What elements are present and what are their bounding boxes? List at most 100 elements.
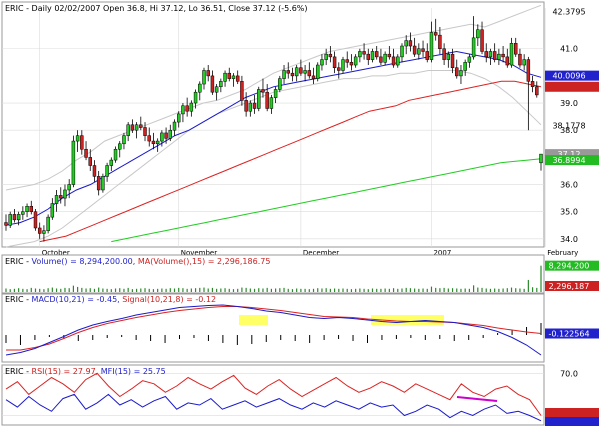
- candle-body: [379, 56, 383, 63]
- candle-body: [408, 40, 413, 47]
- candle-body: [539, 153, 543, 164]
- candle-body: [429, 32, 434, 60]
- candle-body: [446, 53, 451, 60]
- rsi-panel: 70.030.0 ERIC - RSI(15) = 27.97, MFI(15)…: [1, 364, 599, 426]
- price-panel-frame: [1, 1, 545, 248]
- macd-axis: -0.122564: [545, 328, 599, 339]
- candle-body: [383, 53, 387, 63]
- candle-body: [50, 203, 55, 218]
- candle-body: [387, 53, 392, 58]
- date-label: November: [181, 249, 218, 257]
- volume-label: Volume() = 8,294,200.00,: [32, 257, 136, 266]
- candle-body: [400, 45, 404, 58]
- candle-body: [484, 51, 488, 58]
- rsi-line: [5, 372, 542, 416]
- divergence-line: [456, 396, 498, 402]
- candle-body: [193, 91, 198, 104]
- candles: [4, 16, 543, 242]
- candle-body: [105, 165, 109, 177]
- macd-panel: -0.122564 ERIC - MACD(10,21) = -0.45, Si…: [1, 293, 599, 363]
- candle-body: [206, 70, 210, 77]
- volume-ticker: ERIC: [5, 257, 24, 266]
- candle-body: [113, 148, 118, 161]
- candle-body: [235, 75, 240, 82]
- candle-body: [497, 53, 501, 60]
- candle-body: [96, 176, 101, 191]
- macd-line: [5, 304, 542, 356]
- volume-bars: [5, 265, 542, 292]
- volume-tag: [545, 260, 599, 271]
- candle-body: [198, 83, 202, 93]
- candle-body: [92, 165, 97, 177]
- price-tag-label: 40.0096: [552, 72, 585, 81]
- rsi-tag: [545, 408, 599, 417]
- candle-body: [455, 67, 459, 77]
- candle-body: [412, 45, 417, 55]
- candle-body: [231, 75, 236, 79]
- candle-body: [139, 124, 143, 128]
- candle-body: [210, 75, 215, 93]
- macd-highlight: [371, 315, 444, 325]
- candle-body: [324, 53, 328, 60]
- volume-panel: 8,294,200 2,296,187 ERIC - Volume() = 8,2…: [1, 254, 599, 294]
- candle-body: [130, 124, 135, 131]
- candle-body: [63, 189, 67, 199]
- candle-body: [265, 91, 269, 109]
- candle-body: [535, 86, 539, 96]
- macd-header: ERIC - MACD(10,21) = -0.45, Signal(10,21…: [5, 295, 216, 304]
- volume-ma-tag: [545, 281, 599, 291]
- candle-body: [370, 51, 375, 60]
- candle-body: [257, 89, 261, 109]
- candle-body: [84, 148, 88, 158]
- price-grid: [2, 48, 544, 240]
- price-header: ERIC - Daily 02/02/2007 Open 36.8, Hi 37…: [5, 4, 308, 13]
- candle-body: [25, 206, 29, 212]
- volume-ma-label: MA(Volume(),15) = 2,296,186.75: [138, 257, 271, 266]
- candle-body: [269, 97, 274, 109]
- candle-body: [273, 89, 278, 98]
- price-panel: ERIC - Daily 02/02/2007 Open 36.8, Hi 37…: [1, 1, 599, 257]
- candle-body: [417, 48, 421, 55]
- candle-body: [307, 70, 312, 77]
- candle-body: [471, 37, 476, 58]
- macd-ticker: ERIC: [5, 295, 24, 304]
- candle-body: [122, 135, 126, 145]
- candle-body: [160, 132, 164, 142]
- price-tick-label: 42.3795: [552, 7, 585, 16]
- candle-body: [341, 59, 345, 71]
- candle-body: [46, 216, 50, 231]
- candle-body: [118, 143, 122, 150]
- candle-body: [328, 53, 333, 58]
- candle-body: [240, 81, 244, 101]
- candle-body: [299, 67, 303, 74]
- candle-body: [37, 227, 42, 234]
- candle-body: [438, 34, 442, 49]
- candle-body: [526, 59, 531, 82]
- ma-short-line: [5, 50, 542, 226]
- candle-body: [337, 67, 341, 71]
- bb-lower-line: [5, 70, 542, 248]
- candle-body: [366, 53, 371, 60]
- bollinger-bands: [5, 4, 542, 248]
- ma-mid-tag: [545, 81, 599, 92]
- candle-body: [151, 140, 156, 145]
- candle-body: [362, 51, 366, 55]
- mfi-tag: [545, 417, 599, 426]
- volume-panel-frame: [1, 254, 545, 294]
- date-axis: October November December 2007 February: [42, 249, 579, 257]
- price-tick-label: 38.0: [560, 126, 578, 135]
- macd-label: MACD(10,21) = -0.45,: [32, 295, 120, 304]
- candle-body: [294, 67, 299, 77]
- candle-body: [353, 56, 358, 66]
- candle-body: [202, 70, 206, 85]
- candle-body: [425, 51, 429, 60]
- volume-axis: 8,294,200 2,296,187: [545, 260, 599, 291]
- candle-body: [396, 56, 400, 66]
- candle-body: [126, 124, 130, 136]
- candle-body: [320, 59, 324, 66]
- candle-body: [261, 89, 265, 93]
- candle-body: [155, 140, 160, 145]
- candle-body: [459, 70, 463, 77]
